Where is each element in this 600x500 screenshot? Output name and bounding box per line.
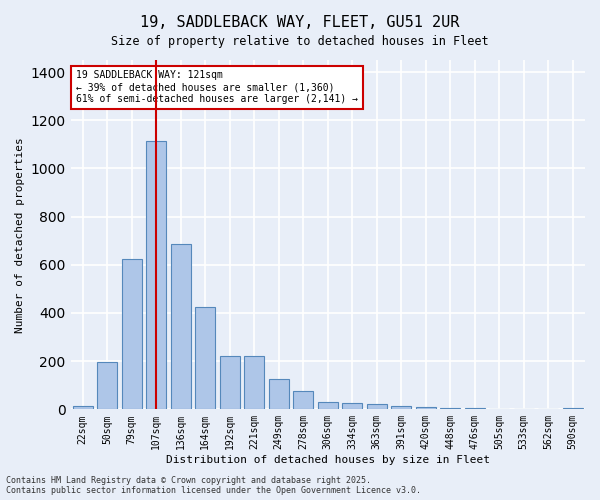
Bar: [318, 402, 338, 409]
Bar: [440, 408, 460, 410]
Bar: [293, 392, 313, 409]
Bar: [416, 408, 436, 410]
Bar: [196, 307, 215, 410]
Bar: [122, 259, 142, 410]
X-axis label: Distribution of detached houses by size in Fleet: Distribution of detached houses by size …: [166, 455, 490, 465]
Text: Contains HM Land Registry data © Crown copyright and database right 2025.
Contai: Contains HM Land Registry data © Crown c…: [6, 476, 421, 495]
Bar: [73, 406, 92, 409]
Bar: [367, 404, 386, 409]
Bar: [563, 408, 583, 410]
Bar: [146, 140, 166, 409]
Text: 19 SADDLEBACK WAY: 121sqm
← 39% of detached houses are smaller (1,360)
61% of se: 19 SADDLEBACK WAY: 121sqm ← 39% of detac…: [76, 70, 358, 104]
Y-axis label: Number of detached properties: Number of detached properties: [15, 137, 25, 332]
Bar: [244, 356, 264, 410]
Bar: [343, 404, 362, 409]
Text: Size of property relative to detached houses in Fleet: Size of property relative to detached ho…: [111, 35, 489, 48]
Bar: [171, 244, 191, 410]
Bar: [490, 408, 509, 410]
Bar: [97, 362, 117, 410]
Bar: [391, 406, 411, 409]
Bar: [269, 379, 289, 410]
Text: 19, SADDLEBACK WAY, FLEET, GU51 2UR: 19, SADDLEBACK WAY, FLEET, GU51 2UR: [140, 15, 460, 30]
Bar: [220, 356, 239, 410]
Bar: [465, 408, 485, 410]
